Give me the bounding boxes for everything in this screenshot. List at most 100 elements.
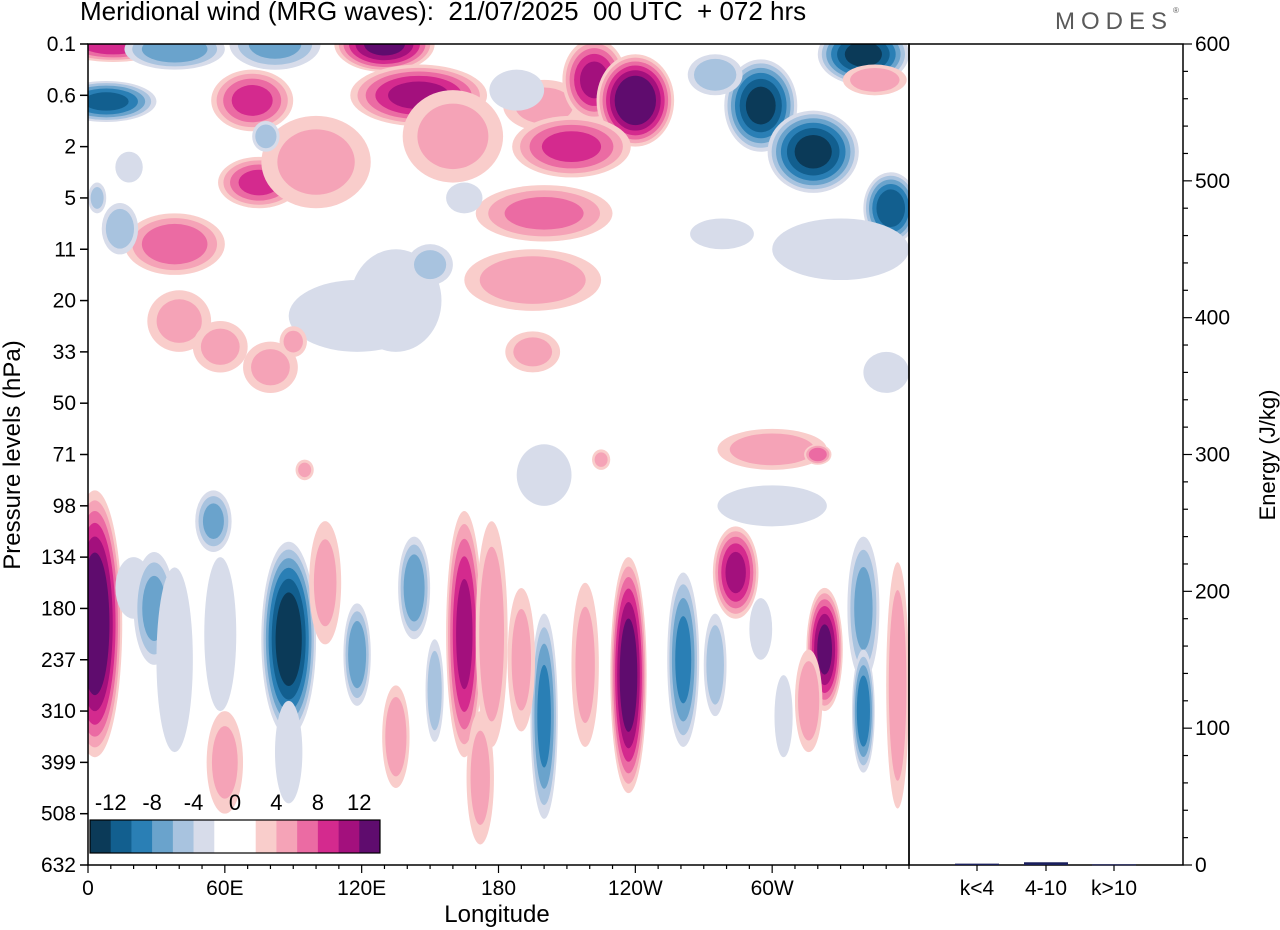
anomaly-cell xyxy=(712,526,759,619)
anomaly-cell xyxy=(407,244,453,286)
contour-band xyxy=(202,503,224,540)
colorbar-label: -4 xyxy=(184,790,204,815)
contour-band xyxy=(537,664,551,768)
contour-band xyxy=(277,129,355,195)
heatmap-field xyxy=(88,44,909,845)
energy-bar xyxy=(955,863,999,865)
chart-title: Meridional wind (MRG waves): 21/07/2025 … xyxy=(80,0,807,26)
energy-bar xyxy=(1024,862,1068,865)
contour-band xyxy=(88,552,110,696)
contour-band xyxy=(313,539,337,627)
contour-band xyxy=(298,462,312,478)
anomaly-cell xyxy=(842,64,907,96)
energy-frame xyxy=(908,43,1184,866)
anomaly-cell xyxy=(261,541,317,737)
anomaly-cell xyxy=(279,326,307,358)
contour-band xyxy=(470,730,490,825)
contour-band xyxy=(446,182,483,214)
contour-band xyxy=(479,546,505,722)
colorbar-swatch xyxy=(338,820,360,853)
anomaly-cell xyxy=(489,69,545,111)
longitude-tick-label: 120E xyxy=(337,877,386,900)
contour-band xyxy=(348,621,367,689)
anomaly-cell xyxy=(804,444,832,465)
contour-band xyxy=(513,337,553,367)
pressure-tick-label: 0.1 xyxy=(47,33,76,56)
energy-tick-label: 100 xyxy=(1195,717,1230,740)
anomaly-cell xyxy=(295,459,314,481)
energy-tick-label: 200 xyxy=(1195,580,1230,603)
contour-band xyxy=(456,578,473,690)
anomaly-cell xyxy=(309,521,342,645)
pressure-tick-label: 20 xyxy=(53,290,76,313)
contour-band xyxy=(275,592,302,687)
anomaly-cell xyxy=(88,182,107,214)
pressure-tick-label: 310 xyxy=(41,700,76,723)
longitude-tick-label: 60E xyxy=(206,877,243,900)
contour-band xyxy=(516,444,572,506)
longitude-tick-label: 120W xyxy=(608,877,663,900)
y-axis-label: Pressure levels (hPa) xyxy=(0,340,26,569)
contour-band xyxy=(856,675,870,747)
contour-band xyxy=(156,567,193,753)
contour-band xyxy=(745,86,776,125)
pressure-tick-label: 11 xyxy=(54,238,76,261)
contour-band xyxy=(141,44,208,63)
pressure-tick-label: 50 xyxy=(53,392,76,415)
modes-logo: MODES® xyxy=(1055,6,1179,36)
anomaly-cell xyxy=(610,557,647,794)
pressure-tick-label: 632 xyxy=(41,854,76,877)
anomaly-cell xyxy=(687,54,743,96)
contour-band xyxy=(749,598,773,660)
anomaly-cell xyxy=(596,54,675,147)
pressure-tick-label: 2 xyxy=(64,136,76,159)
contour-band xyxy=(798,661,820,741)
colorbar-label: 8 xyxy=(312,790,324,815)
energy-category-label: k<4 xyxy=(960,877,995,900)
colorbar-swatch xyxy=(90,820,112,853)
anomaly-cell xyxy=(206,711,244,814)
anomaly-cell xyxy=(512,115,631,178)
anomaly-cell xyxy=(252,120,280,152)
pressure-tick-label: 33 xyxy=(53,341,76,364)
anomaly-cell xyxy=(863,172,909,245)
contour-band xyxy=(385,697,407,777)
longitude-tick-label: 180 xyxy=(481,877,516,900)
logo-registered-mark: ® xyxy=(1173,6,1179,15)
anomaly-cell xyxy=(229,44,321,70)
x-axis-label: Longitude xyxy=(444,901,549,928)
pressure-tick-label: 5 xyxy=(64,187,76,210)
contour-band xyxy=(489,69,545,111)
energy-tick-label: 600 xyxy=(1195,33,1230,56)
anomaly-cell xyxy=(690,218,754,250)
anomaly-cell xyxy=(334,44,435,73)
contour-band xyxy=(283,330,303,353)
anomaly-cell xyxy=(195,490,232,553)
pressure-tick-label: 0.6 xyxy=(47,84,76,107)
anomaly-cell xyxy=(571,582,599,747)
colorbar-label: 12 xyxy=(347,790,371,815)
contour-band xyxy=(504,197,584,230)
anomaly-cell xyxy=(774,675,793,758)
anomaly-cell xyxy=(851,649,875,773)
pressure-tick-label: 134 xyxy=(41,546,76,569)
contour-band xyxy=(255,124,277,149)
contour-band xyxy=(888,590,907,781)
contour-band xyxy=(288,280,426,352)
anomaly-cell xyxy=(847,536,880,681)
contour-band xyxy=(808,447,827,462)
contour-band xyxy=(794,134,832,169)
contour-band xyxy=(204,557,237,712)
anomaly-cell xyxy=(398,536,431,640)
colorbar-label: 4 xyxy=(270,790,282,815)
anomaly-cell xyxy=(749,598,773,660)
contour-band xyxy=(854,566,873,650)
pressure-tick-label: 71 xyxy=(53,444,76,467)
anomaly-cell xyxy=(288,280,426,352)
contour-band xyxy=(817,624,833,675)
colorbar-frame xyxy=(89,819,381,854)
contour-band xyxy=(706,625,724,705)
colorbar-swatch xyxy=(317,820,339,853)
anomaly-cell xyxy=(703,613,727,717)
contour-band xyxy=(141,223,208,265)
